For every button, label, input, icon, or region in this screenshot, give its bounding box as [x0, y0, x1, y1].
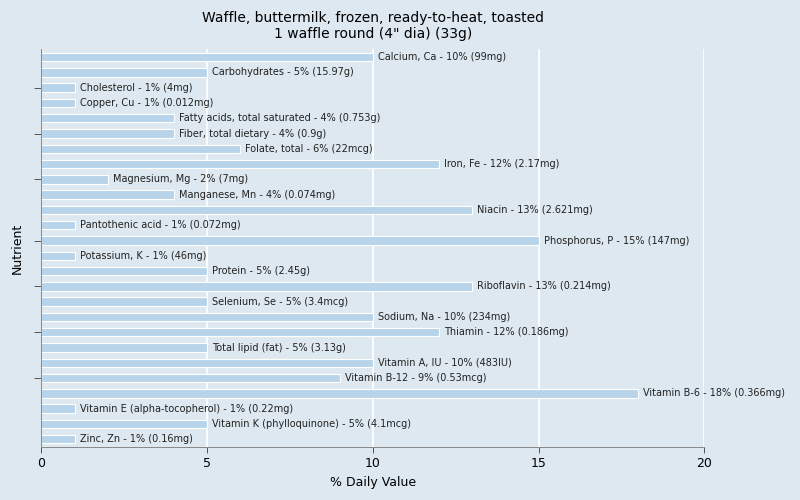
Text: Magnesium, Mg - 2% (7mg): Magnesium, Mg - 2% (7mg) — [113, 174, 248, 184]
Text: Cholesterol - 1% (4mg): Cholesterol - 1% (4mg) — [79, 82, 192, 92]
Text: Phosphorus, P - 15% (147mg): Phosphorus, P - 15% (147mg) — [543, 236, 689, 246]
Text: Manganese, Mn - 4% (0.074mg): Manganese, Mn - 4% (0.074mg) — [179, 190, 335, 200]
Bar — [42, 313, 373, 321]
Text: Iron, Fe - 12% (2.17mg): Iron, Fe - 12% (2.17mg) — [444, 159, 559, 169]
Bar — [42, 328, 439, 336]
Bar — [42, 358, 373, 367]
Text: Thiamin - 12% (0.186mg): Thiamin - 12% (0.186mg) — [444, 328, 569, 338]
Bar — [42, 282, 472, 290]
Text: Riboflavin - 13% (0.214mg): Riboflavin - 13% (0.214mg) — [478, 282, 611, 292]
Bar — [42, 267, 207, 276]
Title: Waffle, buttermilk, frozen, ready-to-heat, toasted
1 waffle round (4" dia) (33g): Waffle, buttermilk, frozen, ready-to-hea… — [202, 11, 544, 42]
Bar — [42, 190, 174, 199]
Bar — [42, 404, 74, 413]
Bar — [42, 374, 340, 382]
Bar — [42, 389, 638, 398]
Text: Vitamin K (phylloquinone) - 5% (4.1mcg): Vitamin K (phylloquinone) - 5% (4.1mcg) — [212, 419, 411, 429]
Text: Niacin - 13% (2.621mg): Niacin - 13% (2.621mg) — [478, 205, 593, 215]
Bar — [42, 435, 74, 444]
Text: Folate, total - 6% (22mcg): Folate, total - 6% (22mcg) — [246, 144, 373, 154]
Text: Vitamin E (alpha-tocopherol) - 1% (0.22mg): Vitamin E (alpha-tocopherol) - 1% (0.22m… — [79, 404, 293, 413]
Bar — [42, 420, 207, 428]
Text: Copper, Cu - 1% (0.012mg): Copper, Cu - 1% (0.012mg) — [79, 98, 213, 108]
Text: Pantothenic acid - 1% (0.072mg): Pantothenic acid - 1% (0.072mg) — [79, 220, 240, 230]
Bar — [42, 68, 207, 76]
Bar — [42, 98, 74, 107]
Text: Vitamin B-6 - 18% (0.366mg): Vitamin B-6 - 18% (0.366mg) — [643, 388, 785, 398]
Bar — [42, 175, 108, 184]
Text: Sodium, Na - 10% (234mg): Sodium, Na - 10% (234mg) — [378, 312, 510, 322]
Text: Vitamin A, IU - 10% (483IU): Vitamin A, IU - 10% (483IU) — [378, 358, 511, 368]
Bar — [42, 206, 472, 214]
X-axis label: % Daily Value: % Daily Value — [330, 476, 416, 489]
Text: Vitamin B-12 - 9% (0.53mcg): Vitamin B-12 - 9% (0.53mcg) — [345, 373, 486, 383]
Y-axis label: Nutrient: Nutrient — [11, 222, 24, 274]
Text: Selenium, Se - 5% (3.4mcg): Selenium, Se - 5% (3.4mcg) — [212, 296, 348, 306]
Text: Carbohydrates - 5% (15.97g): Carbohydrates - 5% (15.97g) — [212, 68, 354, 78]
Bar — [42, 236, 538, 244]
Text: Calcium, Ca - 10% (99mg): Calcium, Ca - 10% (99mg) — [378, 52, 506, 62]
Bar — [42, 160, 439, 168]
Text: Fiber, total dietary - 4% (0.9g): Fiber, total dietary - 4% (0.9g) — [179, 128, 326, 138]
Text: Fatty acids, total saturated - 4% (0.753g): Fatty acids, total saturated - 4% (0.753… — [179, 113, 380, 123]
Bar — [42, 298, 207, 306]
Bar — [42, 130, 174, 138]
Bar — [42, 53, 373, 62]
Bar — [42, 344, 207, 351]
Text: Protein - 5% (2.45g): Protein - 5% (2.45g) — [212, 266, 310, 276]
Text: Potassium, K - 1% (46mg): Potassium, K - 1% (46mg) — [79, 251, 206, 261]
Text: Zinc, Zn - 1% (0.16mg): Zinc, Zn - 1% (0.16mg) — [79, 434, 193, 444]
Bar — [42, 144, 240, 153]
Text: Total lipid (fat) - 5% (3.13g): Total lipid (fat) - 5% (3.13g) — [212, 342, 346, 352]
Bar — [42, 114, 174, 122]
Bar — [42, 252, 74, 260]
Bar — [42, 221, 74, 230]
Bar — [42, 84, 74, 92]
